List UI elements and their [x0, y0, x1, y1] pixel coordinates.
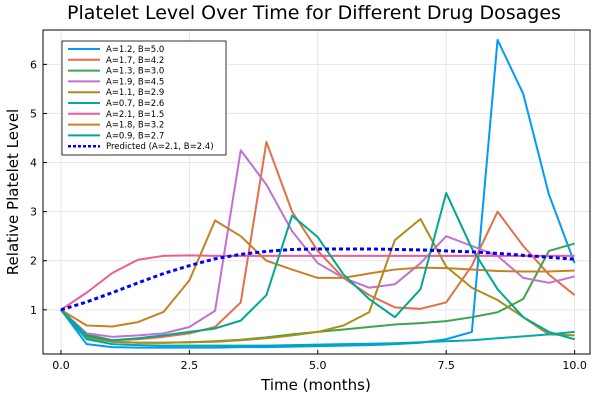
y-tick-label: 5 [30, 107, 37, 120]
legend-entry: A=2.1, B=1.5 [106, 110, 164, 120]
y-axis-label: Relative Platelet Level [4, 109, 22, 275]
legend-entry: A=1.7, B=4.2 [106, 56, 164, 66]
x-tick-label: 5.0 [309, 359, 327, 372]
series-line-1 [60, 38, 576, 349]
legend-entry: A=1.9, B=4.5 [106, 77, 164, 87]
x-tick-label: 0.0 [52, 359, 70, 372]
legend-entry: A=1.3, B=3.0 [106, 67, 164, 77]
y-tick-label: 4 [30, 157, 37, 170]
series-line-2 [60, 140, 576, 342]
series-line-9 [60, 191, 575, 342]
legend-entry: A=0.7, B=2.6 [106, 99, 164, 109]
y-axis-ticks: 1 2 3 4 5 6 [30, 58, 47, 317]
x-tick-label: 7.5 [437, 359, 455, 372]
series-line-6 [60, 309, 575, 347]
legend-entry: A=1.1, B=2.9 [106, 88, 164, 98]
x-axis-label: Time (months) [260, 376, 371, 394]
x-tick-label: 10.0 [562, 359, 587, 372]
y-tick-label: 2 [30, 255, 37, 268]
series-line-8 [60, 219, 575, 328]
chart-title: Platelet Level Over Time for Different D… [67, 2, 561, 24]
legend: A=1.2, B=5.0A=1.7, B=4.2A=1.3, B=3.0A=1.… [61, 40, 227, 156]
y-tick-label: 1 [30, 304, 37, 317]
series-line-10 [60, 247, 575, 312]
series-group [60, 38, 576, 349]
x-tick-label: 2.5 [181, 359, 199, 372]
plot-frame [42, 29, 591, 355]
x-axis-ticks: 0.0 2.5 5.0 7.5 10.0 [52, 350, 587, 372]
y-tick-label: 6 [30, 58, 37, 71]
legend-entry: A=0.9, B=2.7 [106, 131, 164, 141]
y-tick-label: 3 [30, 206, 37, 219]
series-line-7 [60, 254, 575, 311]
series-line-5 [60, 218, 575, 344]
legend-entry: A=1.8, B=3.2 [106, 121, 164, 131]
legend-entry: Predicted (A=2.1, B=2.4) [106, 142, 214, 152]
legend-entry: A=1.2, B=5.0 [106, 45, 164, 55]
